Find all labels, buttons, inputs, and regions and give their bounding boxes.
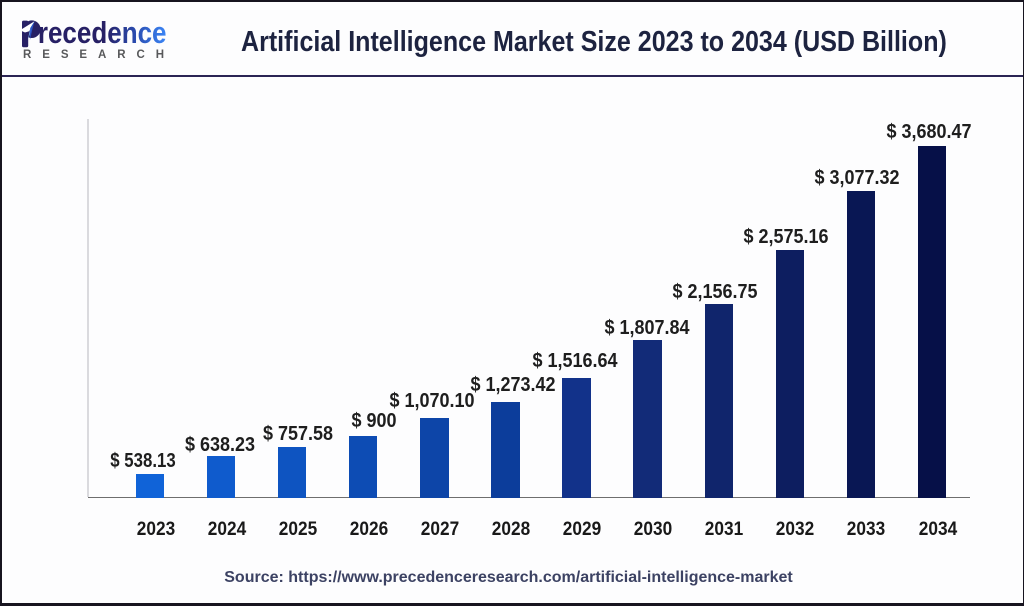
- svg-text:Precedence: Precedence: [20, 16, 166, 50]
- svg-text:RESEARCH: RESEARCH: [23, 49, 164, 61]
